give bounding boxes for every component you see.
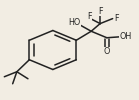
Text: F: F: [98, 7, 102, 16]
Text: OH: OH: [120, 32, 132, 41]
Text: O: O: [104, 47, 110, 56]
Text: F: F: [87, 12, 92, 21]
Text: F: F: [114, 14, 119, 23]
Text: HO: HO: [68, 18, 81, 27]
